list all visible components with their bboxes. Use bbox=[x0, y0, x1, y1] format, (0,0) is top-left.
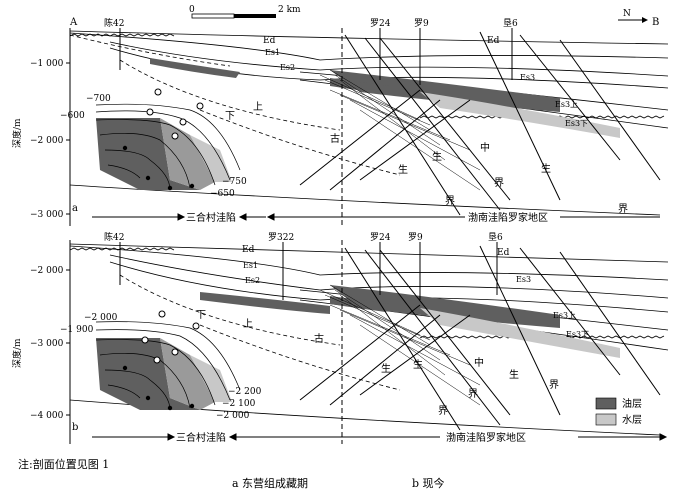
contour-a-650: −650 bbox=[210, 189, 235, 199]
panel-a-extent-arrows bbox=[92, 213, 660, 221]
contour-a-750: −750 bbox=[222, 177, 247, 187]
zone-a-3: 古 bbox=[330, 132, 340, 145]
caption-b: b 现今 bbox=[412, 477, 445, 490]
panel-b-reservoirs bbox=[200, 285, 620, 358]
zone-a-10: 界 bbox=[618, 203, 628, 215]
stratum-b-es3: Es3 bbox=[516, 275, 531, 284]
stratum-a-ed-left: Ed bbox=[263, 36, 276, 46]
stratum-b-ed-right: Ed bbox=[497, 248, 510, 258]
panel-a-faults bbox=[299, 31, 661, 216]
well-a-luo24: 罗24 bbox=[370, 18, 391, 29]
panel-b-bedding bbox=[319, 284, 481, 406]
panel-b-well-lines bbox=[119, 242, 498, 300]
depth-tick-a-3: −3 000 bbox=[30, 210, 64, 220]
panel-b: 深度/m −2 000 −3 000 −4 000 bbox=[11, 231, 669, 444]
contour-b-2100: −2 100 bbox=[222, 399, 256, 409]
panel-a-bedding bbox=[319, 69, 481, 191]
legend-water-swatch bbox=[595, 413, 617, 426]
stratum-a-es3-upper: Es3上 bbox=[555, 100, 578, 109]
zone-a-1: 上 bbox=[253, 101, 263, 113]
well-a-ken6: 垦6 bbox=[503, 18, 518, 29]
section-end-a: A bbox=[69, 17, 78, 28]
panel-b-faults bbox=[299, 245, 661, 431]
legend-oil-swatch bbox=[595, 397, 617, 410]
panel-b-inset-map: −2 000 −1 900 −2 200 −2 100 −2 000 bbox=[60, 310, 262, 421]
caption-a: a 东营组成藏期 bbox=[232, 477, 309, 490]
stratum-b-ed-left: Ed bbox=[242, 245, 255, 255]
depth-tick-b-3: −4 000 bbox=[30, 411, 64, 421]
panel-a-subbasin-left: 三合村洼陷 bbox=[186, 211, 236, 224]
figure-note: 注:剖面位置见图 1 bbox=[18, 458, 110, 471]
stratum-b-es2: Es2 bbox=[245, 276, 260, 285]
zone-b-2: 上 bbox=[243, 318, 253, 330]
stratum-b-es1: Es1 bbox=[243, 261, 258, 270]
stratum-b-es3-upper: Es3上 bbox=[553, 311, 576, 320]
zone-a-9: 生 bbox=[541, 162, 551, 175]
zone-a-7: 界 bbox=[445, 195, 455, 207]
stratum-a-ed-right: Ed bbox=[487, 36, 500, 46]
depth-tick-b-2: −3 000 bbox=[30, 339, 64, 349]
zone-b-1: 下 bbox=[196, 310, 206, 321]
depth-tick-a-1: −1 000 bbox=[30, 59, 64, 69]
zone-a-6: 生 bbox=[432, 150, 442, 163]
panel-b-subbasin-right: 渤南洼陷罗家地区 bbox=[446, 431, 526, 444]
depth-tick-b-1: −2 000 bbox=[30, 266, 64, 276]
panel-a-subbasin-right: 渤南洼陷罗家地区 bbox=[468, 211, 548, 224]
north-label: N bbox=[623, 9, 631, 19]
stratum-a-es3-lower: Es3下 bbox=[565, 119, 588, 128]
zone-b-6: 生 bbox=[509, 368, 519, 381]
stratum-a-es3: Es3 bbox=[520, 73, 535, 82]
panel-b-extent-arrows bbox=[92, 433, 668, 441]
well-a-luo9: 罗9 bbox=[414, 18, 429, 29]
panel-a-inset-map: −700 −600 −750 −650 bbox=[60, 88, 247, 199]
zone-b-9: 生 bbox=[413, 358, 423, 371]
well-b-luo9: 罗9 bbox=[408, 232, 423, 243]
contour-b-1900: −1 900 bbox=[60, 325, 94, 335]
contour-b-2000-right: −2 000 bbox=[216, 411, 250, 421]
panel-a-well-lines bbox=[119, 28, 513, 85]
depth-tick-a-2: −2 000 bbox=[30, 136, 64, 146]
zone-b-7: 界 bbox=[438, 405, 448, 417]
zone-b-10: 界 bbox=[549, 379, 559, 391]
north-arrow: N bbox=[618, 9, 648, 23]
contour-b-2000-left: −2 000 bbox=[84, 313, 118, 323]
well-b-luo322: 罗322 bbox=[268, 232, 294, 243]
zone-a-8: 界 bbox=[494, 177, 504, 189]
legend: 油层 水层 bbox=[595, 397, 642, 426]
stratum-a-es1: Es1 bbox=[265, 48, 280, 57]
panel-a-ylabel: 深度/m bbox=[11, 118, 23, 148]
zone-a-4: 生 bbox=[398, 163, 408, 176]
well-b-chen42: 陈42 bbox=[104, 231, 124, 243]
panel-b-letter: b bbox=[72, 422, 78, 433]
well-b-luo24: 罗24 bbox=[370, 232, 391, 243]
contour-a-700: −700 bbox=[86, 94, 111, 104]
contour-b-2200: −2 200 bbox=[228, 387, 262, 397]
section-end-b: B bbox=[652, 17, 659, 28]
panel-a-letter: a bbox=[72, 203, 78, 214]
scale-bar: 0 2 km bbox=[189, 5, 301, 19]
zone-b-5: 中 bbox=[474, 356, 484, 369]
legend-oil-label: 油层 bbox=[622, 397, 642, 410]
zone-b-8: 界 bbox=[468, 388, 478, 400]
zone-a-2: 下 bbox=[225, 111, 235, 122]
legend-water-label: 水层 bbox=[622, 414, 642, 426]
stratum-a-es2: Es2 bbox=[280, 63, 295, 72]
well-a-chen42: 陈42 bbox=[104, 17, 124, 29]
contour-a-600: −600 bbox=[60, 111, 85, 121]
zone-b-4: 生 bbox=[381, 362, 391, 375]
stratum-b-es3-lower: Es3下 bbox=[566, 330, 589, 339]
scale-length: 2 km bbox=[278, 5, 301, 15]
scale-zero: 0 bbox=[189, 5, 195, 15]
panel-b-ylabel: 深度/m bbox=[11, 338, 23, 368]
well-b-ken6: 垦6 bbox=[488, 232, 503, 243]
zone-b-3: 古 bbox=[314, 332, 324, 345]
panel-a: 深度/m −1 000 −2 000 −3 000 bbox=[11, 17, 669, 226]
panel-b-subbasin-left: 三合村洼陷 bbox=[176, 431, 226, 444]
zone-a-5: 中 bbox=[480, 141, 490, 154]
